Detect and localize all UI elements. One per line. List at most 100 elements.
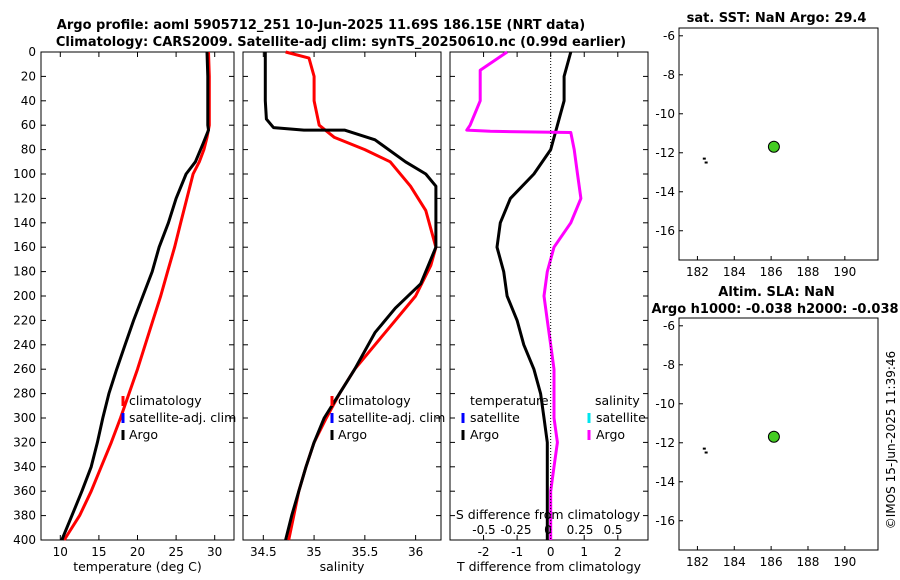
sst_map-ytick-label: -12: [655, 146, 675, 160]
salinity-xtick-label: 35.5: [351, 545, 378, 559]
temperature-series-black: [60, 51, 210, 541]
sst_map-xtick-label: 182: [686, 265, 709, 279]
salinity-xtick-label: 35: [306, 545, 321, 559]
sla_map-xtick-label: 186: [760, 555, 783, 569]
temperature-legend-label: Argo: [129, 427, 158, 442]
sst_map-title: sat. SST: NaN Argo: 29.4: [687, 11, 867, 26]
depth-tick-label: 260: [13, 362, 36, 376]
temperature-legend-label: climatology: [129, 393, 202, 408]
temperature-legend-label: satellite-adj. clim: [129, 410, 236, 425]
sst_map-ytick-label: -6: [663, 29, 675, 43]
differences-top-tick-label: 0: [544, 523, 552, 537]
differences-top-tick-label: -0.5: [472, 523, 495, 537]
differences-xtick-label: 1: [580, 545, 588, 559]
timestamp: ©IMOS 15-Jun-2025 11:39:46: [884, 351, 898, 529]
differences-top-tick-label: 0.25: [567, 523, 594, 537]
sla_map-track-point: [704, 451, 708, 454]
sla_map-ytick-label: -12: [655, 436, 675, 450]
depth-tick-label: 60: [21, 118, 36, 132]
temperature-xtick-label: 10: [53, 545, 68, 559]
sla_map-xtick-label: 184: [723, 555, 746, 569]
temperature-xtick-label: 15: [91, 545, 106, 559]
sla_map-ytick-label: -8: [663, 358, 675, 372]
sst_map-argo-position-marker: [767, 140, 780, 153]
salinity-xtick-label: 34.5: [250, 545, 277, 559]
salinity-diff-legend-header: salinity: [595, 393, 640, 408]
sst_map-ytick-label: -10: [655, 107, 675, 121]
depth-tick-label: 300: [13, 411, 36, 425]
depth-tick-label: 80: [21, 143, 36, 157]
differences-plot-frame: [449, 51, 649, 541]
sla_map-ytick-label: -6: [663, 319, 675, 333]
salinity-legend-label: climatology: [338, 393, 411, 408]
differences-top-tick-label: 0.5: [603, 523, 622, 537]
salinity-series-red: [285, 50, 438, 541]
differences-xtick-label: -1: [511, 545, 523, 559]
sst_map-ytick-label: -8: [663, 68, 675, 82]
depth-tick-label: 100: [13, 167, 36, 181]
depth-tick-label: 320: [13, 435, 36, 449]
temperature-xtick-label: 20: [130, 545, 145, 559]
differences-top-tick-label: -0.25: [500, 523, 531, 537]
sst_map-track-point: [704, 161, 708, 164]
sst_map-plot-frame: [678, 27, 879, 261]
depth-tick-label: 240: [13, 338, 36, 352]
sla_map-ytick-label: -14: [655, 475, 675, 489]
sla_map-subtitle: Argo h1000: -0.038 h2000: -0.038: [651, 302, 898, 317]
sst_map-xtick-label: 188: [797, 265, 820, 279]
depth-tick-label: 40: [21, 94, 36, 108]
depth-tick-label: 360: [13, 484, 36, 498]
depth-tick-label: 220: [13, 313, 36, 327]
differences-xlabel: T difference from climatology: [456, 559, 642, 574]
differences-top-xlabel: S difference from climatology: [456, 507, 641, 522]
sla_map-xtick-label: 182: [686, 555, 709, 569]
sla_map-title: Altim. SLA: NaN: [718, 285, 834, 300]
sst_map-ytick-label: -14: [655, 185, 675, 199]
figure-title-line1: Argo profile: aoml 5905712_251 10-Jun-20…: [57, 18, 585, 33]
temperature-diff-legend-header: temperature: [470, 393, 549, 408]
temperature-xtick-label: 30: [207, 545, 222, 559]
depth-tick-label: 160: [13, 240, 36, 254]
sst_map-xtick-label: 186: [760, 265, 783, 279]
differences-xtick-label: 2: [614, 545, 622, 559]
differences-series-magenta: [465, 50, 583, 540]
sst_map-ytick-label: -16: [655, 224, 675, 238]
salinity-xtick-label: 36: [408, 545, 423, 559]
depth-tick-label: 400: [13, 533, 36, 547]
depth-tick-label: 200: [13, 289, 36, 303]
depth-tick-label: 140: [13, 216, 36, 230]
salinity-xlabel: salinity: [320, 559, 365, 574]
sst_map-track-point: [702, 157, 706, 160]
sla_map-xtick-label: 190: [833, 555, 856, 569]
figure-title-line2: Climatology: CARS2009. Satellite-adj cli…: [56, 35, 626, 50]
differences-xtick-label: 0: [547, 545, 555, 559]
sla_map-plot-frame: [678, 317, 879, 551]
sst_map-xtick-label: 190: [833, 265, 856, 279]
depth-tick-label: 120: [13, 191, 36, 205]
depth-tick-label: 340: [13, 460, 36, 474]
depth-tick-label: 20: [21, 69, 36, 83]
differences-series-black: [495, 51, 573, 540]
depth-tick-label: 280: [13, 387, 36, 401]
differences-xtick-label: -2: [478, 545, 490, 559]
salinity-series-black: [263, 52, 438, 541]
temperature-plot-frame: [40, 51, 235, 541]
depth-tick-label: 0: [28, 45, 36, 59]
salinity-diff-legend-label: satellite: [596, 410, 646, 425]
salinity-legend-label: satellite-adj. clim: [338, 410, 445, 425]
sla_map-argo-position-marker: [767, 430, 780, 443]
sla_map-ytick-label: -10: [655, 397, 675, 411]
sla_map-track-point: [702, 447, 706, 450]
sla_map-ytick-label: -16: [655, 514, 675, 528]
temperature-diff-legend-label: Argo: [470, 427, 499, 442]
temperature-series-red: [62, 51, 211, 541]
temperature-xlabel: temperature (deg C): [73, 559, 202, 574]
sla_map-xtick-label: 188: [797, 555, 820, 569]
temperature-diff-legend-label: satellite: [470, 410, 520, 425]
depth-tick-label: 180: [13, 265, 36, 279]
salinity-diff-legend-label: Argo: [596, 427, 625, 442]
salinity-legend-label: Argo: [338, 427, 367, 442]
depth-tick-label: 380: [13, 509, 36, 523]
temperature-xtick-label: 25: [168, 545, 183, 559]
